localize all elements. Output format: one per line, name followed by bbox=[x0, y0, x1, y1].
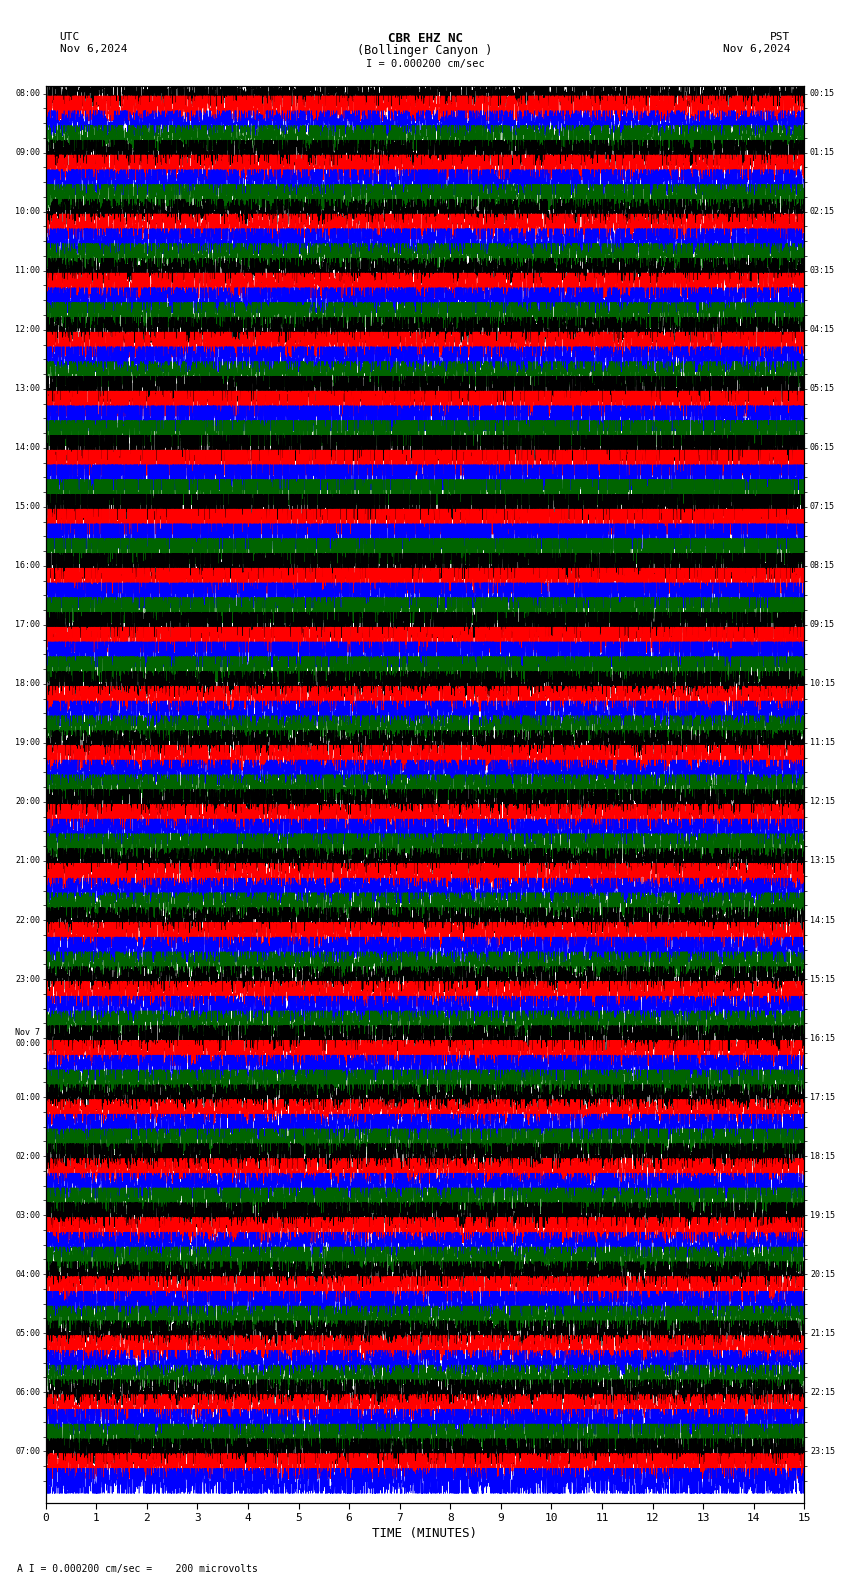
Text: A I = 0.000200 cm/sec =    200 microvolts: A I = 0.000200 cm/sec = 200 microvolts bbox=[17, 1565, 258, 1574]
Text: Nov 6,2024: Nov 6,2024 bbox=[723, 44, 791, 54]
Text: UTC: UTC bbox=[60, 32, 80, 41]
Text: I = 0.000200 cm/sec: I = 0.000200 cm/sec bbox=[366, 59, 484, 68]
Text: PST: PST bbox=[770, 32, 790, 41]
Text: Nov 6,2024: Nov 6,2024 bbox=[60, 44, 127, 54]
X-axis label: TIME (MINUTES): TIME (MINUTES) bbox=[372, 1527, 478, 1541]
Text: (Bollinger Canyon ): (Bollinger Canyon ) bbox=[357, 44, 493, 57]
Text: CBR EHZ NC: CBR EHZ NC bbox=[388, 32, 462, 44]
